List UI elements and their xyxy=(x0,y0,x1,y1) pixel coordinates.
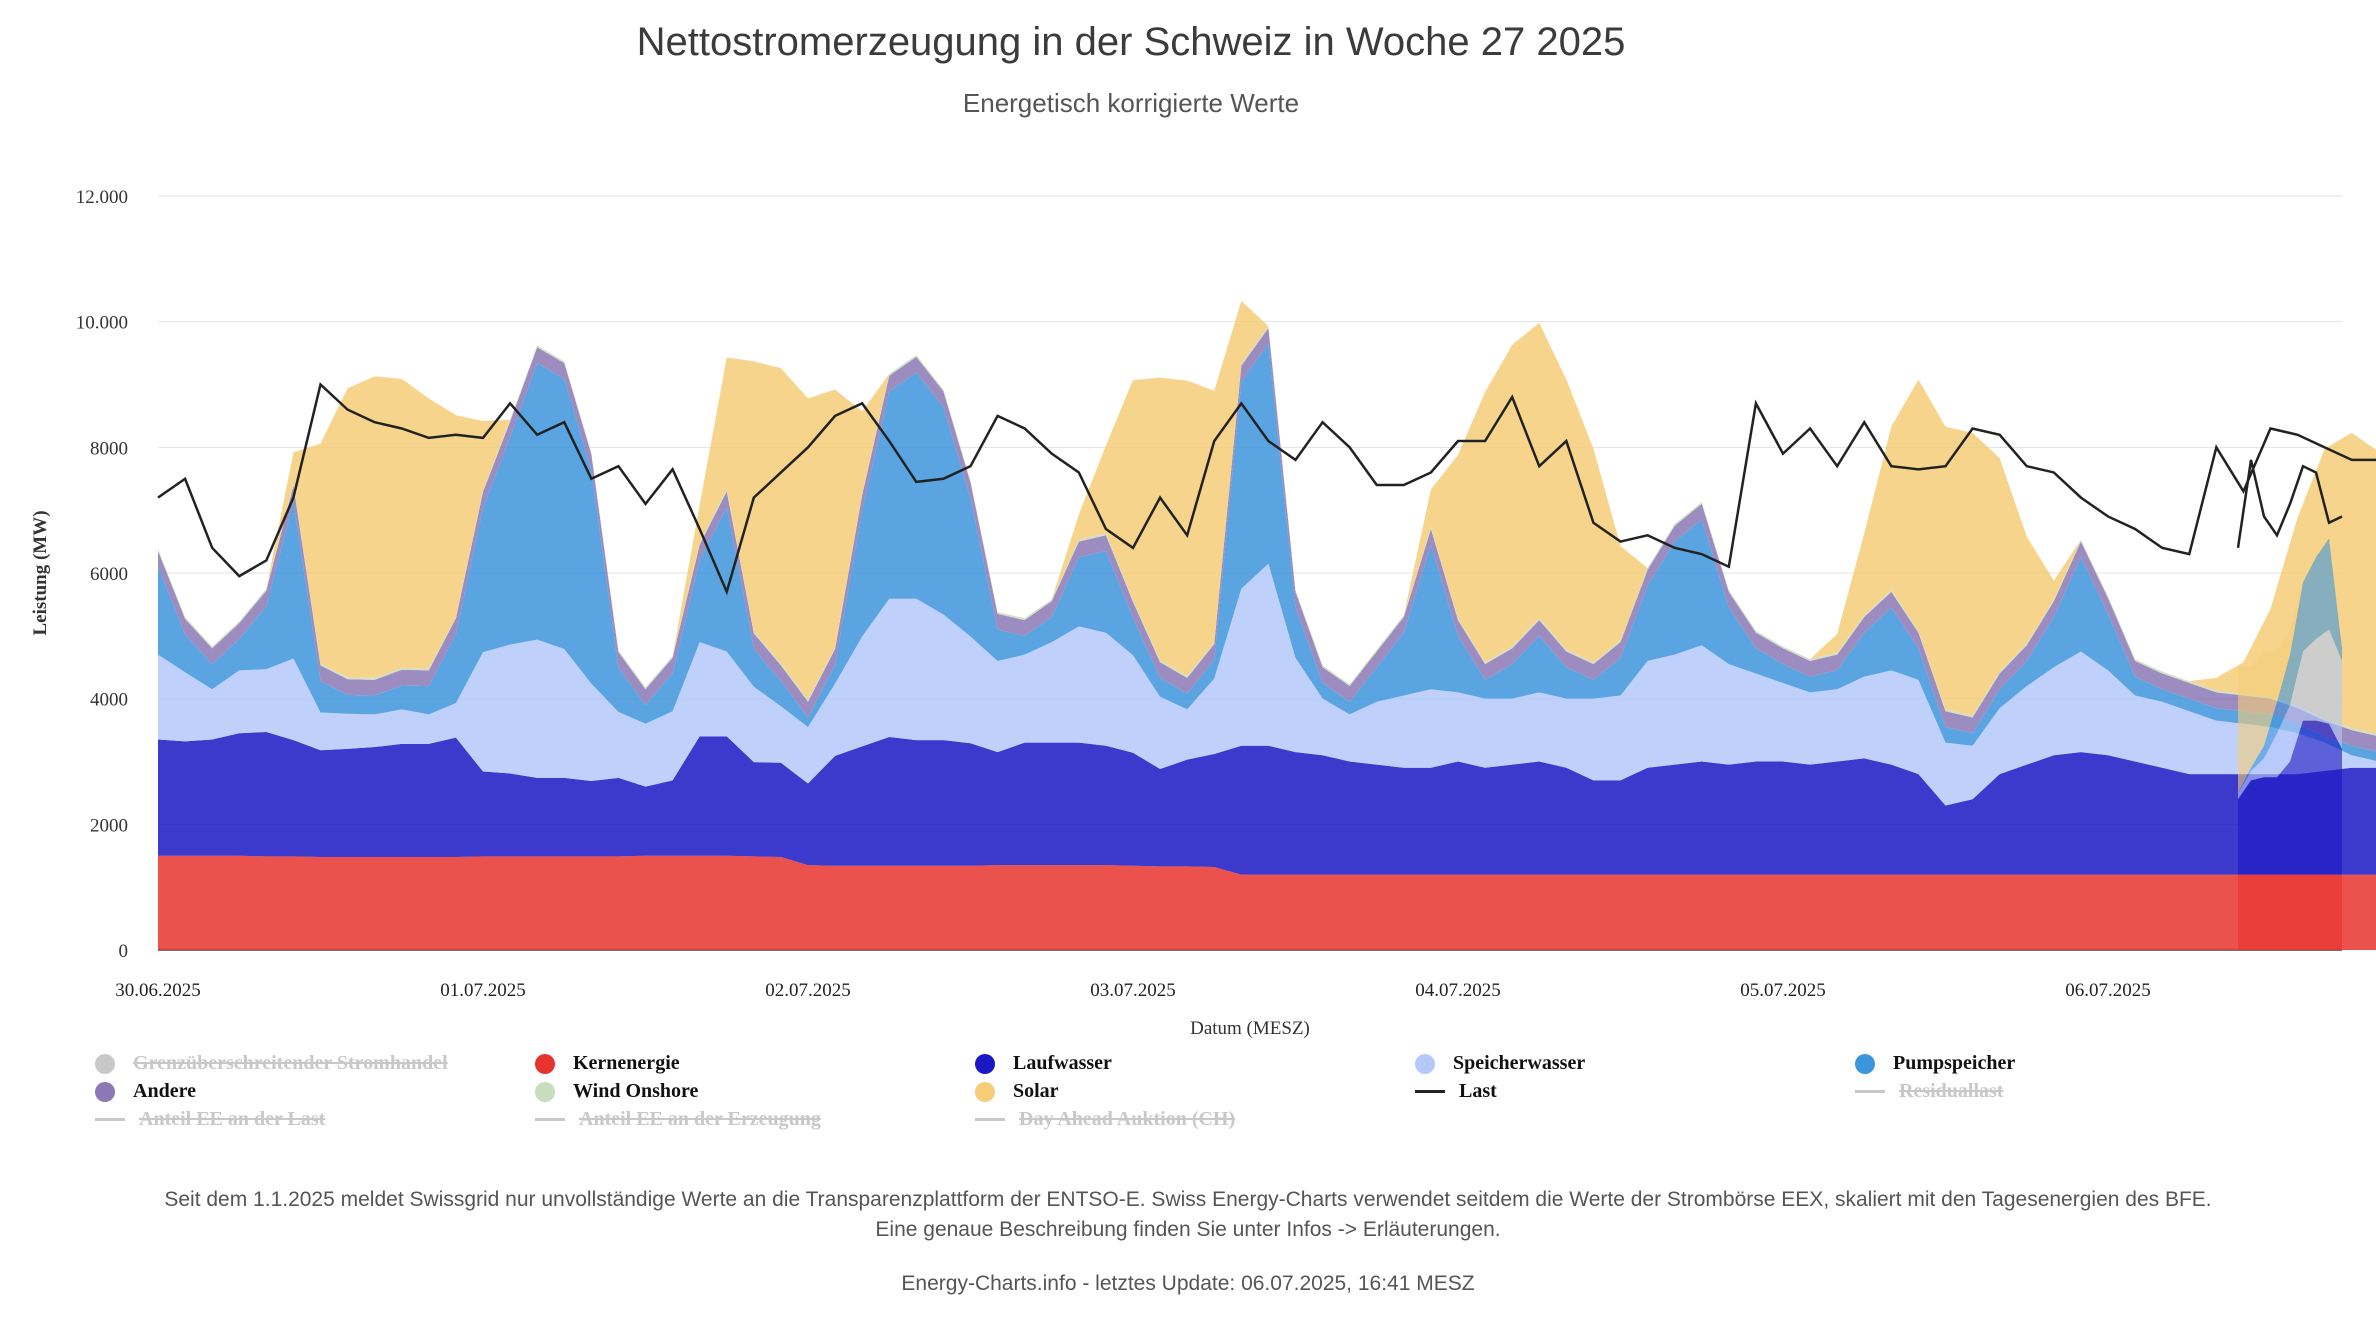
legend-item-pumpspeicher[interactable]: Pumpspeicher xyxy=(1855,1052,2015,1075)
legend-label: Grenzüberschreitender Stromhandel xyxy=(133,1052,448,1074)
legend-label: Solar xyxy=(1013,1080,1059,1102)
footer-update: Energy-Charts.info - letztes Update: 06.… xyxy=(901,1272,1475,1295)
legend-marker-icon xyxy=(1855,1090,1885,1093)
legend-marker-icon xyxy=(535,1053,555,1074)
legend-label: Anteil EE an der Erzeugung xyxy=(579,1108,821,1130)
legend-item-residuallast[interactable]: Residuallast xyxy=(1855,1080,2003,1103)
y-tick-label: 0 xyxy=(119,941,129,962)
series-area-andere xyxy=(158,327,2376,752)
legend-label: Anteil EE an der Last xyxy=(139,1108,326,1130)
y-tick-label: 10.000 xyxy=(76,313,128,334)
series-area-solar xyxy=(158,300,2376,734)
x-tick-label: 01.07.2025 xyxy=(440,980,526,1001)
series-area-pumpspeicher xyxy=(158,343,2376,761)
legend-item-anteil-ee-an-der-erzeugung[interactable]: Anteil EE an der Erzeugung xyxy=(535,1108,821,1131)
legend-item-laufwasser[interactable]: Laufwasser xyxy=(975,1052,1112,1075)
series-area-speicherwasser xyxy=(158,563,2376,806)
legend-marker-icon xyxy=(975,1118,1005,1121)
forecast-area-pumpspeicher xyxy=(2238,538,2342,793)
legend-marker-icon xyxy=(1415,1053,1435,1074)
legend-label: Pumpspeicher xyxy=(1893,1052,2016,1074)
y-tick-label: 12.000 xyxy=(76,187,128,208)
legend-marker-icon xyxy=(535,1081,555,1102)
legend-item-day-ahead-auktion-ch-[interactable]: Day Ahead Auktion (CH) xyxy=(975,1108,1235,1131)
legend-item-last[interactable]: Last xyxy=(1415,1080,1497,1103)
y-tick-label: 2000 xyxy=(90,815,128,836)
forecast-area-speicherwasser xyxy=(2238,629,2342,800)
legend-label: Laufwasser xyxy=(1013,1052,1112,1074)
legend-label: Speicherwasser xyxy=(1453,1052,1586,1074)
chart-subtitle: Energetisch korrigierte Werte xyxy=(962,88,1300,118)
legend-item-solar[interactable]: Solar xyxy=(975,1080,1059,1103)
y-axis-label: Leistung (MW) xyxy=(30,510,51,635)
legend-label: Day Ahead Auktion (CH) xyxy=(1019,1108,1236,1130)
x-axis-label: Datum (MESZ) xyxy=(1190,1018,1310,1039)
legend-marker-icon xyxy=(535,1118,565,1121)
series-area-laufwasser xyxy=(158,731,2376,875)
x-tick-label: 04.07.2025 xyxy=(1415,980,1501,1001)
legend-label: Residuallast xyxy=(1899,1080,2004,1102)
forecast-area-laufwasser xyxy=(2238,720,2342,875)
chart-svg: 0 2000 4000 6000 8000 10.000 12.000 30.06.2025 0… xyxy=(30,187,2376,1039)
footer-note-line1: Seit dem 1.1.2025 meldet Swissgrid nur u… xyxy=(164,1188,2212,1211)
legend-label: Andere xyxy=(133,1080,196,1102)
x-tick-label: 06.07.2025 xyxy=(2065,980,2151,1001)
legend-marker-icon xyxy=(1855,1053,1875,1074)
legend-marker-icon xyxy=(975,1081,995,1102)
legend-label: Last xyxy=(1459,1080,1497,1102)
last-forecast-line xyxy=(2236,459,2343,549)
x-tick-label: 03.07.2025 xyxy=(1090,980,1176,1001)
x-tick-label: 05.07.2025 xyxy=(1740,980,1826,1001)
legend-item-anteil-ee-an-der-last[interactable]: Anteil EE an der Last xyxy=(95,1108,325,1131)
footer-note-line2: Eine genaue Beschreibung finden Sie unte… xyxy=(875,1218,1501,1241)
series-area-kernenergie xyxy=(158,855,2376,950)
legend-item-grenzüberschreitender-stromhandel[interactable]: Grenzüberschreitender Stromhandel xyxy=(95,1052,448,1075)
y-tick-label: 8000 xyxy=(90,438,128,459)
chart-title: Nettostromerzeugung in der Schweiz in Wo… xyxy=(636,20,1626,64)
legend-item-speicherwasser[interactable]: Speicherwasser xyxy=(1415,1052,1585,1075)
y-tick-label: 6000 xyxy=(90,564,128,585)
forecast-area-solar xyxy=(2238,538,2342,793)
legend-marker-icon xyxy=(95,1081,115,1102)
legend-marker-icon xyxy=(975,1053,995,1074)
legend-item-andere[interactable]: Andere xyxy=(95,1080,196,1103)
forecast-area-kernenergie xyxy=(2238,874,2342,950)
x-tick-label: 30.06.2025 xyxy=(115,980,201,1001)
legend-marker-icon xyxy=(1415,1090,1445,1093)
x-tick-label: 02.07.2025 xyxy=(765,980,851,1001)
legend-item-kernenergie[interactable]: Kernenergie xyxy=(535,1052,680,1075)
last-line xyxy=(157,382,2376,596)
legend-label: Kernenergie xyxy=(573,1052,680,1074)
legend-item-wind-onshore[interactable]: Wind Onshore xyxy=(535,1080,698,1103)
legend-marker-icon xyxy=(95,1053,115,1074)
y-tick-label: 4000 xyxy=(90,690,128,711)
legend-marker-icon xyxy=(95,1118,125,1121)
legend-label: Wind Onshore xyxy=(573,1080,699,1102)
